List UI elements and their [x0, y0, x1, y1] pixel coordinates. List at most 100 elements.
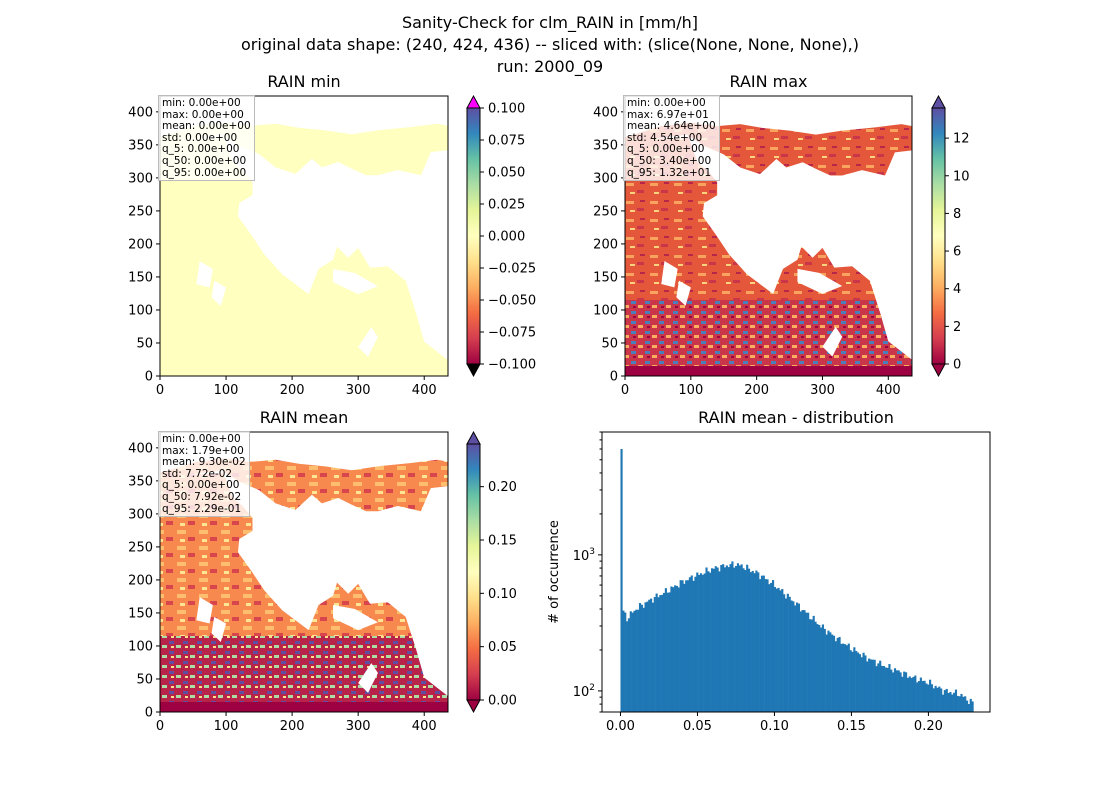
histogram-bar [886, 667, 889, 712]
colorbar-tick-label: 0.050 [488, 166, 525, 181]
rain-min-stats-box: min: 0.00e+00 max: 0.00e+00 mean: 0.00e+… [158, 95, 255, 182]
histogram-bar [814, 621, 817, 712]
histogram-bar [853, 647, 856, 712]
rain-max-colorbar-ticks: 12 10 8 6 4 2 0 [945, 132, 970, 373]
histogram-bar [901, 676, 904, 712]
histogram-bar [725, 565, 728, 712]
x-tick-label: 200 [280, 383, 305, 398]
histogram-bar [941, 694, 945, 712]
histogram-bar [683, 583, 686, 712]
rain-min-colorbar [466, 94, 481, 378]
histogram-bar [635, 609, 638, 712]
histogram-bar [958, 696, 961, 712]
colorbar-tick-label: −0.075 [488, 326, 536, 341]
rain-max-title: RAIN max [729, 72, 808, 91]
histogram-bar [651, 602, 655, 712]
histogram-bar [844, 644, 847, 712]
histogram-bar [799, 611, 802, 712]
y-tick-label: 350 [593, 138, 618, 153]
stat-q50: q_50: 0.00e+00 [162, 154, 247, 167]
y-tick-label: 200 [593, 237, 618, 252]
rain-mean-axis-ticks: 0 100 200 300 400 0 50 100 150 200 250 300 350 400 [128, 441, 436, 734]
histogram-bar [965, 700, 969, 712]
histogram-bar [899, 672, 902, 712]
histogram-bar [679, 580, 682, 712]
histogram-bar [638, 603, 642, 712]
stat-q50: q_50: 7.92e-02 [162, 490, 242, 503]
histogram-bar [873, 659, 876, 712]
histogram-bar [949, 692, 952, 712]
y-tick-label: 400 [128, 441, 153, 456]
histogram-bar [897, 670, 900, 712]
histogram-bar [864, 655, 867, 712]
y-tick-label: 0 [145, 370, 153, 385]
histogram-bar [775, 588, 778, 712]
histogram-bar [964, 696, 967, 712]
histogram-bar [783, 594, 786, 712]
histogram-bar [738, 565, 741, 712]
histogram-bar [620, 448, 623, 712]
histogram-bar [711, 568, 714, 712]
histogram-bar [751, 570, 754, 712]
y-tick-label: 150 [593, 270, 618, 285]
histogram-bar [893, 668, 897, 712]
rain-max-axis-ticks: 0 100 200 300 400 0 50 100 150 200 250 300 350 400 [593, 105, 901, 398]
histogram-bar [903, 671, 906, 712]
histogram-bar [888, 664, 891, 712]
histogram-bar [812, 615, 815, 712]
histogram-bar [762, 575, 765, 712]
histogram-bar [825, 634, 828, 712]
histogram-bar [718, 571, 721, 712]
histogram-bar [648, 599, 651, 712]
stat-q5: q_5: 0.00e+00 [627, 143, 705, 156]
colorbar-tick-label: −0.100 [488, 358, 536, 373]
histogram-bar [729, 564, 732, 712]
x-tick-label: 0 [156, 383, 164, 398]
histogram-bar [675, 585, 679, 712]
histogram-bar [879, 660, 882, 712]
histogram-bar [927, 684, 930, 712]
rain-mean-stats-box: min: 0.00e+00 max: 1.79e+00 mean: 9.30e-… [158, 431, 250, 518]
y-tick-label: 250 [128, 204, 153, 219]
y-tick-label: 102 [573, 683, 595, 700]
colorbar-tick-label: 0.15 [488, 534, 517, 549]
stat-std: std: 0.00e+00 [162, 131, 238, 144]
suptitle-line-1: Sanity-Check for clm_RAIN in [mm/h] [401, 13, 699, 32]
histogram-bar [866, 661, 869, 712]
x-tick-label: 0.15 [837, 719, 866, 734]
histogram-bar [770, 582, 773, 712]
stat-max: max: 0.00e+00 [162, 108, 244, 121]
histogram-bar [838, 636, 841, 712]
histogram-bar [757, 572, 760, 712]
histogram-bar [746, 564, 749, 712]
histogram-bar [823, 628, 826, 712]
histogram-bar [842, 643, 845, 712]
histogram-bar [736, 563, 740, 712]
colorbar-tick-label: 6 [953, 245, 961, 260]
histogram-bar [696, 572, 699, 712]
histogram-bar [735, 566, 738, 712]
histogram-bar [919, 677, 922, 712]
x-tick-label: 0.20 [914, 719, 943, 734]
histogram-bar [960, 693, 963, 712]
histogram-bar [744, 570, 747, 712]
y-tick-label: 400 [593, 105, 618, 120]
y-tick-label: 50 [136, 336, 153, 351]
x-tick-label: 300 [346, 383, 371, 398]
histogram-bar [938, 686, 941, 712]
histogram-bar [934, 685, 937, 712]
stat-q95: q_95: 2.29e-01 [162, 502, 242, 515]
colorbar-tick-label: −0.050 [488, 294, 536, 309]
y-tick-label: 350 [128, 138, 153, 153]
stat-q5: q_5: 0.00e+00 [162, 143, 240, 156]
histogram-bar [951, 694, 954, 712]
histogram-bar [954, 689, 958, 712]
histogram-bar [801, 610, 804, 712]
histogram-bar [910, 677, 913, 712]
stat-q95: q_95: 0.00e+00 [162, 166, 247, 179]
histogram-bar [779, 590, 782, 712]
histogram-bar [674, 585, 677, 712]
x-tick-label: 100 [214, 719, 239, 734]
histogram-bar [953, 692, 956, 712]
histogram-bar [868, 658, 871, 712]
